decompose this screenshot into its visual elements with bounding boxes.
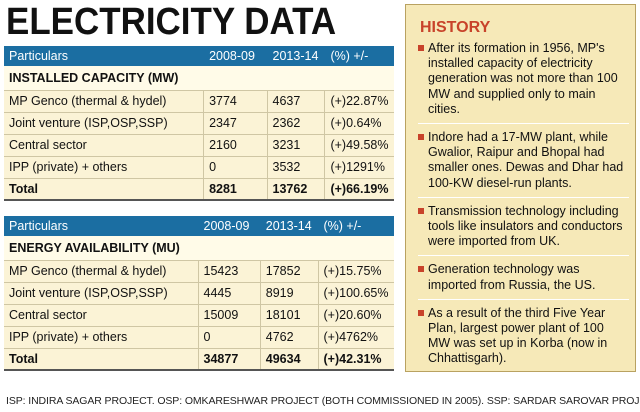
- cell-value: 15009: [198, 304, 261, 327]
- square-bullet-icon: [418, 134, 424, 141]
- cell-change: (+)0.64%: [324, 112, 394, 135]
- cell-particular: IPP (private) + others: [4, 326, 199, 349]
- square-bullet-icon: [418, 309, 424, 316]
- table-row: Central sector 2160 3231 (+)49.58%: [4, 134, 394, 157]
- cell-value: 2160: [203, 134, 268, 157]
- cell-total-value: 34877: [198, 348, 261, 371]
- history-item-text: Indore had a 17-MW plant, while Gwalior,…: [428, 130, 624, 190]
- history-item-text: Generation technology was imported from …: [428, 262, 596, 292]
- cell-change: (+)20.60%: [318, 304, 394, 327]
- cell-total-value: 8281: [203, 178, 268, 201]
- history-item-text: Transmission technology including tools …: [428, 203, 623, 249]
- cell-value: 15423: [198, 260, 261, 283]
- history-item-text: After its formation in 1956, MP's instal…: [428, 41, 618, 116]
- cell-value: 4762: [260, 326, 319, 349]
- cell-value: 18101: [260, 304, 319, 327]
- footnote: ISP: INDIRA SAGAR PROJECT. OSP: OMKARESH…: [6, 395, 640, 407]
- history-item-text: As a result of the third Five Year Plan,…: [428, 305, 608, 366]
- cell-change: (+)100.65%: [318, 282, 394, 305]
- column-header-2008-09: 2008-09: [203, 46, 268, 66]
- cell-value: 4637: [267, 90, 326, 113]
- cell-value: 2347: [203, 112, 268, 135]
- column-header-particulars: Particulars: [4, 46, 205, 66]
- column-header-2008-09: 2008-09: [198, 216, 261, 236]
- history-item: As a result of the third Five Year Plan,…: [418, 306, 629, 373]
- total-row: Total 34877 49634 (+)42.31%: [4, 348, 394, 371]
- table-header-row: Particulars 2008-09 2013-14 (%) +/-: [4, 216, 394, 236]
- installed-capacity-table: Particulars 2008-09 2013-14 (%) +/- INST…: [4, 46, 394, 201]
- cell-value: 3774: [203, 90, 268, 113]
- cell-value: 17852: [260, 260, 319, 283]
- cell-value: 8919: [260, 282, 319, 305]
- cell-change: (+)49.58%: [324, 134, 394, 157]
- history-item: Generation technology was imported from …: [418, 262, 629, 300]
- cell-particular: Central sector: [4, 304, 199, 327]
- table-row: IPP (private) + others 0 3532 (+)1291%: [4, 156, 394, 179]
- cell-particular: Joint venture (ISP,OSP,SSP): [4, 282, 199, 305]
- page-title: ELECTRICITY DATA: [6, 1, 337, 43]
- cell-value: 2362: [267, 112, 326, 135]
- table-row: Central sector 15009 18101 (+)20.60%: [4, 304, 394, 327]
- history-box: HISTORY After its formation in 1956, MP'…: [405, 4, 636, 372]
- history-item: Indore had a 17-MW plant, while Gwalior,…: [418, 130, 629, 198]
- cell-change: (+)1291%: [324, 156, 394, 179]
- cell-particular: Central sector: [4, 134, 205, 157]
- cell-particular: MP Genco (thermal & hydel): [4, 90, 205, 113]
- cell-value: 3231: [267, 134, 326, 157]
- column-header-particulars: Particulars: [4, 216, 199, 236]
- cell-total-label: Total: [4, 348, 199, 371]
- history-item: After its formation in 1956, MP's instal…: [418, 41, 629, 125]
- square-bullet-icon: [418, 45, 424, 51]
- cell-value: 3532: [267, 156, 326, 179]
- history-title: HISTORY: [420, 19, 491, 36]
- cell-change: (+)4762%: [318, 326, 394, 349]
- cell-particular: Joint venture (ISP,OSP,SSP): [4, 112, 205, 135]
- table-row: Joint venture (ISP,OSP,SSP) 4445 8919 (+…: [4, 282, 394, 305]
- table-row: IPP (private) + others 0 4762 (+)4762%: [4, 326, 394, 349]
- section-heading: ENERGY AVAILABILITY (MU): [4, 236, 394, 261]
- energy-availability-table: Particulars 2008-09 2013-14 (%) +/- ENER…: [4, 216, 394, 371]
- cell-particular: IPP (private) + others: [4, 156, 205, 179]
- cell-total-value: 13762: [267, 178, 326, 201]
- column-header-change: (%) +/-: [324, 46, 394, 66]
- square-bullet-icon: [418, 266, 424, 273]
- table-header-row: Particulars 2008-09 2013-14 (%) +/-: [4, 46, 394, 66]
- cell-change: (+)15.75%: [318, 260, 394, 283]
- history-list: After its formation in 1956, MP's instal…: [406, 37, 635, 373]
- cell-value: 4445: [198, 282, 261, 305]
- cell-total-label: Total: [4, 178, 205, 201]
- cell-value: 0: [198, 326, 261, 349]
- column-header-change: (%) +/-: [318, 216, 394, 236]
- cell-total-value: 49634: [260, 348, 319, 371]
- section-heading: INSTALLED CAPACITY (MW): [4, 66, 394, 91]
- cell-value: 0: [203, 156, 268, 179]
- column-header-2013-14: 2013-14: [260, 216, 319, 236]
- cell-total-change: (+)42.31%: [318, 348, 394, 371]
- table-row: MP Genco (thermal & hydel) 3774 4637 (+)…: [4, 90, 394, 113]
- column-header-2013-14: 2013-14: [267, 46, 326, 66]
- cell-particular: MP Genco (thermal & hydel): [4, 260, 199, 283]
- section-heading-row: ENERGY AVAILABILITY (MU): [4, 236, 394, 261]
- square-bullet-icon: [418, 207, 424, 214]
- cell-total-change: (+)66.19%: [324, 178, 394, 201]
- history-item: Transmission technology including tools …: [418, 204, 629, 257]
- table-row: Joint venture (ISP,OSP,SSP) 2347 2362 (+…: [4, 112, 394, 135]
- cell-change: (+)22.87%: [324, 90, 394, 113]
- table-row: MP Genco (thermal & hydel) 15423 17852 (…: [4, 260, 394, 283]
- section-heading-row: INSTALLED CAPACITY (MW): [4, 66, 394, 91]
- total-row: Total 8281 13762 (+)66.19%: [4, 178, 394, 201]
